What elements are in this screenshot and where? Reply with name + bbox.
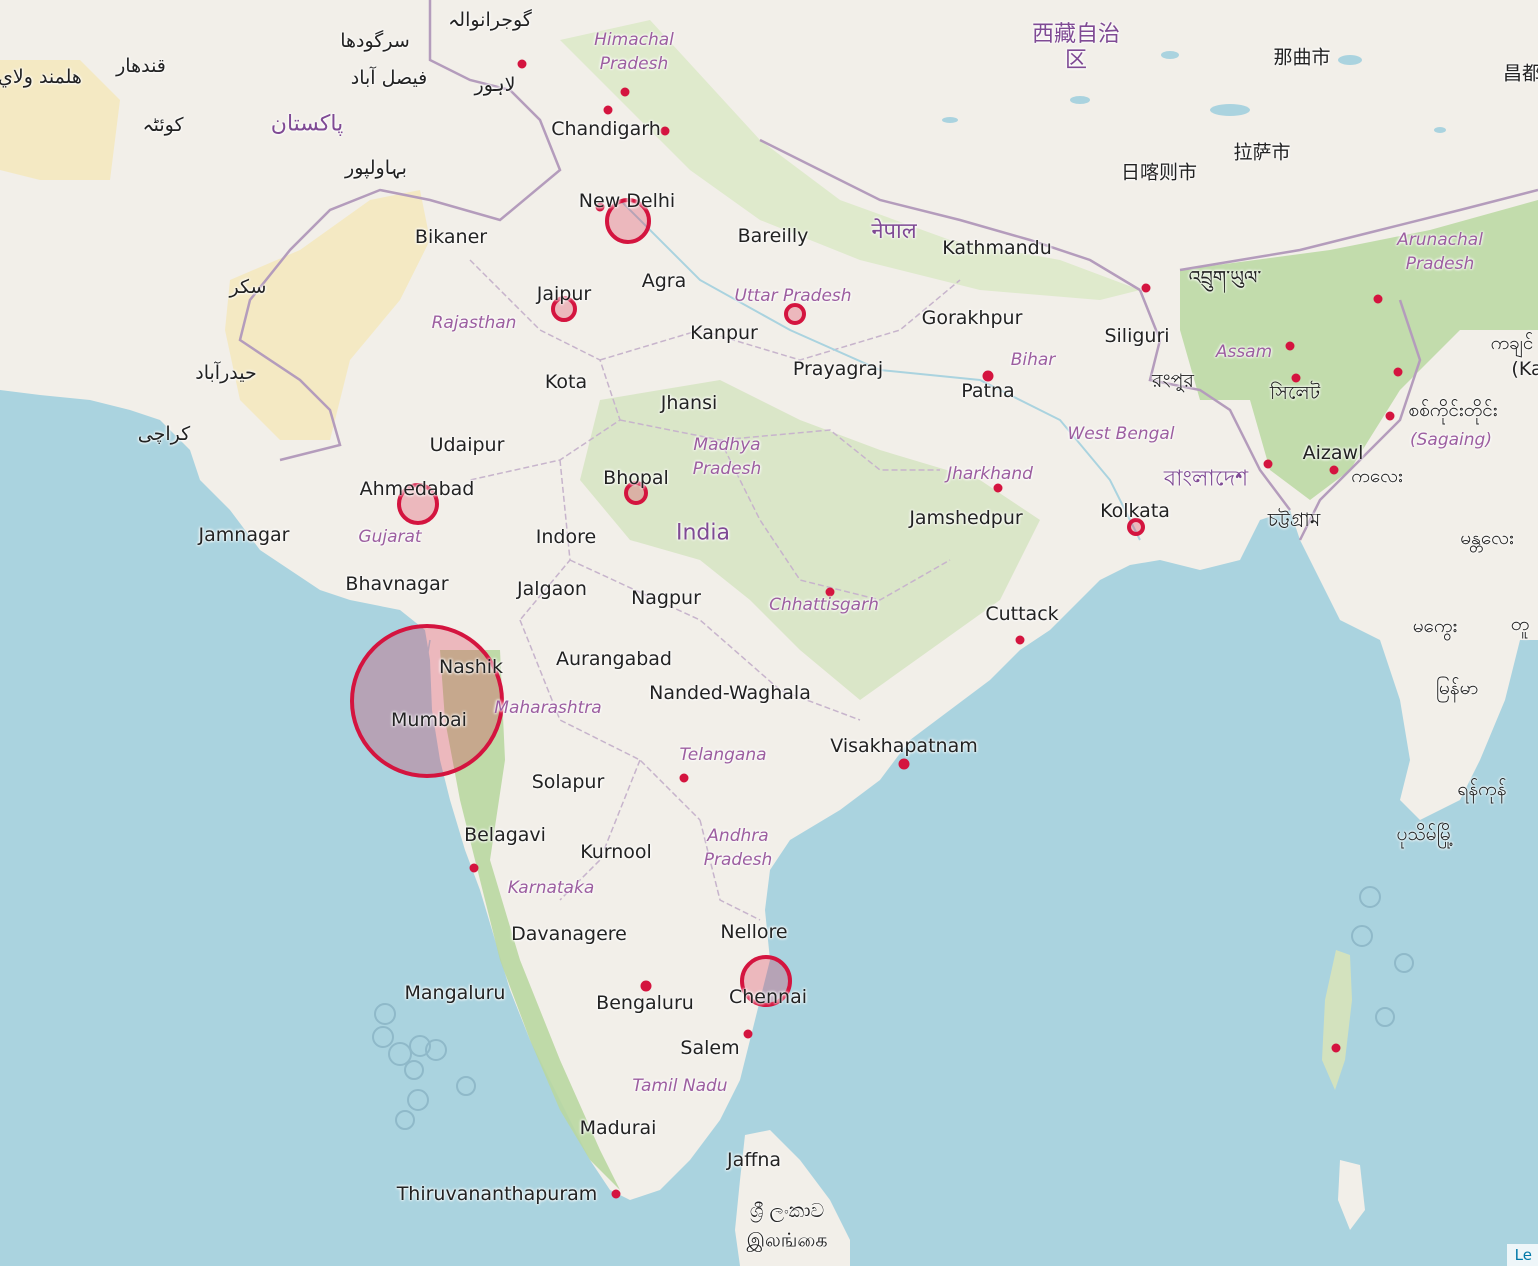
circle-marker[interactable] (611, 1189, 621, 1199)
circle-marker[interactable] (624, 481, 648, 505)
country-border (1138, 289, 1291, 511)
circle-marker[interactable] (1263, 459, 1273, 469)
circle-marker[interactable] (1015, 635, 1025, 645)
sri-lanka (735, 1130, 850, 1266)
circle-marker[interactable] (603, 105, 613, 115)
circle-marker[interactable] (640, 980, 652, 992)
circle-marker[interactable] (743, 1029, 753, 1039)
circle-marker[interactable] (1385, 411, 1395, 421)
attribution[interactable]: Le (1506, 1244, 1538, 1266)
river (409, 639, 431, 821)
circle-marker[interactable] (982, 370, 994, 382)
circle-marker[interactable] (350, 624, 504, 778)
thar-desert-tint (225, 190, 430, 440)
country-border (759, 138, 1141, 292)
circle-marker[interactable] (1393, 367, 1403, 377)
circle-marker[interactable] (1141, 283, 1151, 293)
circle-marker[interactable] (660, 126, 670, 136)
circle-marker[interactable] (1331, 1043, 1341, 1053)
circle-marker[interactable] (740, 955, 792, 1007)
circle-marker[interactable] (551, 296, 577, 322)
circle-marker[interactable] (1291, 373, 1301, 383)
nicobar-islands (1338, 1160, 1365, 1230)
circle-marker[interactable] (517, 59, 527, 69)
circle-marker[interactable] (397, 483, 439, 525)
circle-marker[interactable] (1373, 294, 1383, 304)
vegetation-patch (1180, 200, 1538, 500)
circle-marker[interactable] (605, 198, 651, 244)
marker-layer[interactable] (350, 59, 1403, 1199)
vegetation-patch (560, 20, 1140, 300)
circle-marker[interactable] (784, 303, 806, 325)
tibet-lakes (942, 51, 1446, 133)
circle-marker[interactable] (1285, 341, 1295, 351)
country-border (1298, 299, 1422, 541)
country-border (1179, 188, 1538, 272)
vegetation-patch (440, 650, 620, 1190)
country-border (238, 0, 562, 462)
circle-marker[interactable] (993, 483, 1003, 493)
river (619, 199, 1141, 541)
circle-marker[interactable] (679, 773, 689, 783)
desert-tint (0, 60, 120, 180)
andaman-islands (1322, 950, 1352, 1090)
circle-marker[interactable] (595, 202, 605, 212)
vegetation-patch (580, 380, 1040, 700)
state-border (469, 259, 961, 921)
circle-marker[interactable] (825, 587, 835, 597)
circle-marker[interactable] (620, 87, 630, 97)
circle-marker[interactable] (1127, 518, 1145, 536)
lakshadweep-islands (372, 886, 1414, 1130)
circle-marker[interactable] (1329, 465, 1339, 475)
circle-marker[interactable] (898, 758, 910, 770)
circle-marker[interactable] (469, 863, 479, 873)
